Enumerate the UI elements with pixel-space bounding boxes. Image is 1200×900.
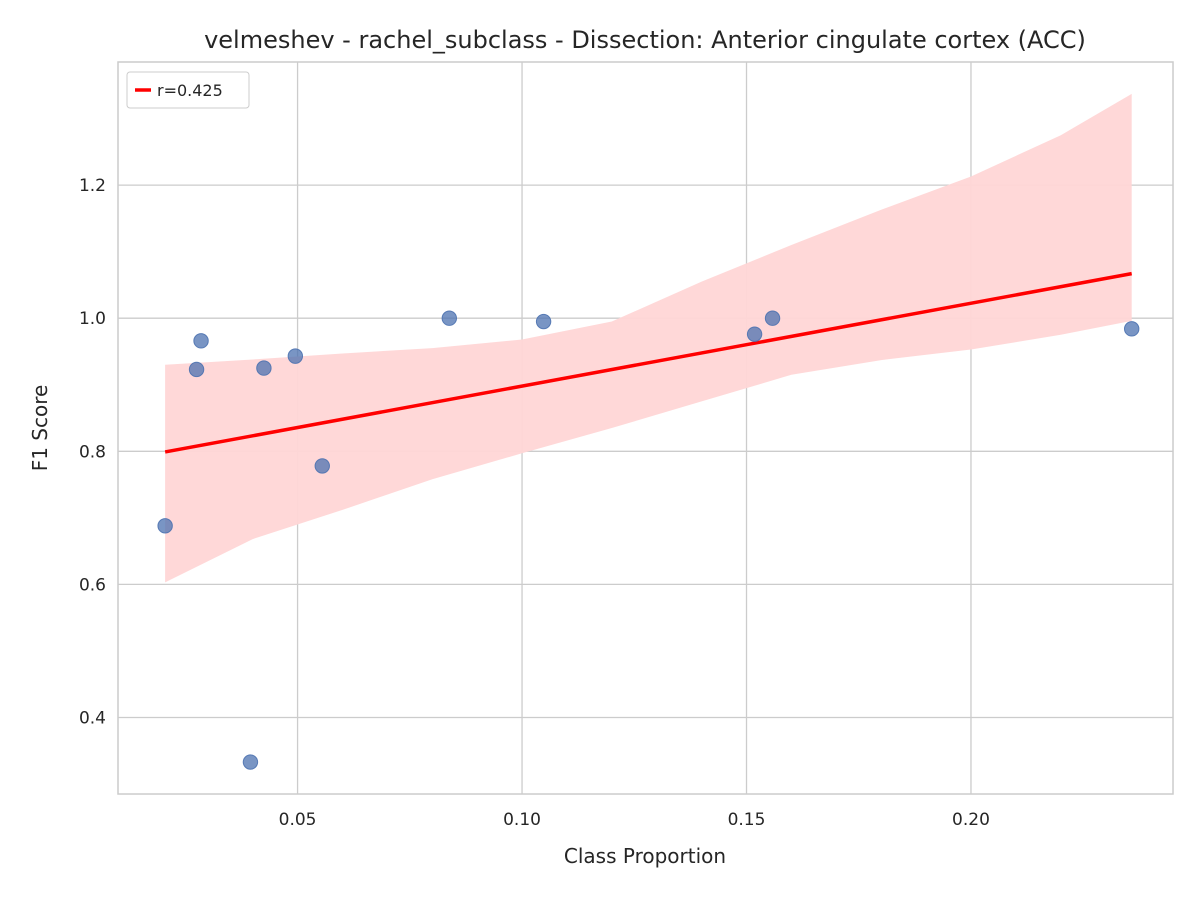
data-point <box>746 326 763 342</box>
regression-line-layer <box>164 271 1133 454</box>
legend-label: r=0.425 <box>157 81 223 100</box>
data-point <box>188 361 205 378</box>
y-tick-label: 0.4 <box>79 708 106 728</box>
y-tick-label: 0.6 <box>79 575 106 595</box>
legend: r=0.425 <box>126 71 250 109</box>
x-tick-label: 0.15 <box>728 810 766 830</box>
data-point <box>535 313 552 330</box>
data-point <box>193 333 209 349</box>
plot-frame <box>117 61 1174 795</box>
y-axis-label: F1 Score <box>28 385 52 472</box>
x-tick-label: 0.20 <box>952 810 990 830</box>
y-axis-ticks: 0.4 0.6 0.8 1.0 1.2 <box>79 176 106 728</box>
y-tick-label: 1.2 <box>79 176 106 196</box>
data-point <box>764 310 781 326</box>
regression-line <box>164 271 1133 454</box>
data-point <box>242 754 259 770</box>
legend-box <box>126 71 250 109</box>
data-point <box>287 348 304 364</box>
y-tick-label: 1.0 <box>79 309 106 329</box>
y-tick-label: 0.8 <box>79 442 106 462</box>
x-tick-label: 0.10 <box>503 810 541 830</box>
x-tick-label: 0.05 <box>279 810 317 830</box>
scatter-points <box>157 310 1140 770</box>
chart-title: velmeshev - rachel_subclass - Dissection… <box>204 26 1086 54</box>
x-axis-ticks: 0.05 0.10 0.15 0.20 <box>279 810 990 830</box>
confidence-band <box>165 93 1132 583</box>
data-point <box>157 518 173 534</box>
confidence-band-layer <box>165 93 1132 583</box>
data-point <box>441 310 458 326</box>
data-point <box>256 360 272 376</box>
data-point <box>314 458 330 474</box>
data-point <box>1123 321 1140 337</box>
x-axis-label: Class Proportion <box>564 844 726 868</box>
